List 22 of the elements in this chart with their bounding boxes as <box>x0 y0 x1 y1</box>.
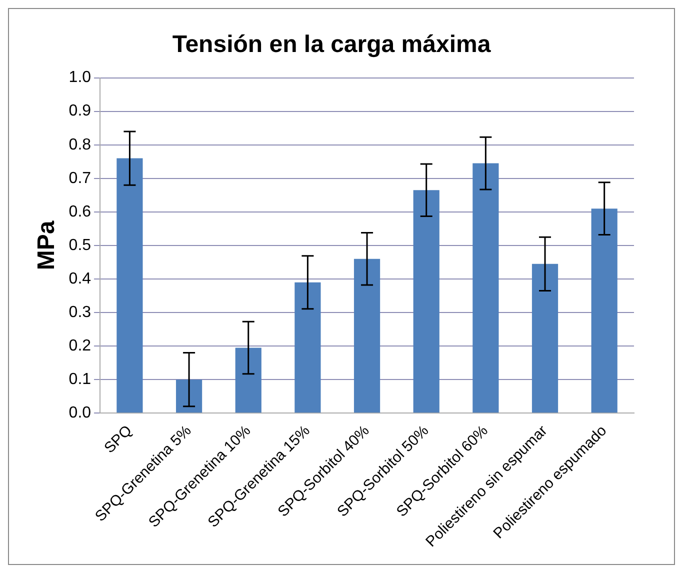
bar <box>235 348 262 413</box>
bar <box>472 163 499 413</box>
y-tick-label: 0.8 <box>68 136 92 154</box>
y-tick-label: 0.4 <box>68 270 92 288</box>
bar <box>294 282 321 413</box>
y-tick-label: 0.6 <box>68 203 92 220</box>
y-tick-label: 0.0 <box>68 404 92 422</box>
y-tick-label: 0.1 <box>68 371 92 388</box>
bar <box>354 258 380 413</box>
bar <box>532 264 558 413</box>
chart-title: Tensión en la carga máxima <box>172 31 492 58</box>
bar <box>116 158 143 413</box>
y-tick-label: 0.2 <box>68 337 92 354</box>
y-tick-label: 0.5 <box>68 236 92 254</box>
y-tick-label: 0.7 <box>68 170 92 187</box>
y-tick-label: 0.3 <box>68 304 92 321</box>
y-tick-label: 0.9 <box>68 102 92 120</box>
bar <box>413 190 440 413</box>
bar <box>176 380 202 413</box>
y-tick-label: 1.0 <box>68 69 92 86</box>
bar <box>591 208 618 413</box>
y-axis-title: MPa <box>33 220 60 270</box>
